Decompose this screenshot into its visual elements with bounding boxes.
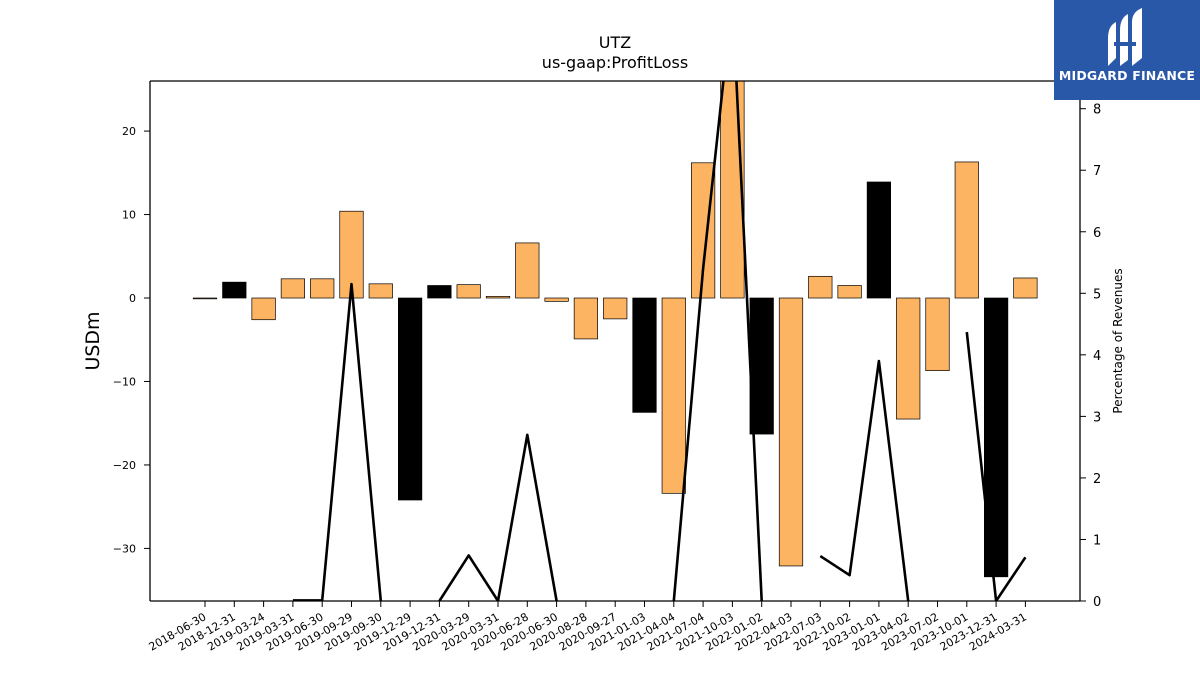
y2-tick-label: 1: [1093, 533, 1101, 548]
bar-2020-03-29: [456, 284, 481, 299]
y-axis-label: USDm: [82, 311, 104, 370]
y-tick-label: −30: [113, 542, 136, 555]
percentage-line-segment: [292, 282, 383, 601]
bar-2019-03-24: [251, 297, 276, 321]
bar-2023-04-02: [896, 297, 921, 420]
y2-tick-label: 0: [1093, 595, 1101, 610]
y2-tick-label: 7: [1093, 164, 1101, 179]
bar-2023-07-02: [925, 297, 950, 371]
bar-2019-03-31: [280, 278, 305, 299]
bar-2018-06-30: [192, 297, 218, 300]
bar-2020-06-30: [544, 297, 569, 302]
bar-2020-09-27: [603, 297, 628, 320]
percentage-line-segment: [819, 359, 910, 601]
percentage-line-segment: [965, 331, 1027, 601]
bar-2020-06-28: [515, 242, 540, 299]
y2-tick-label: 2: [1093, 472, 1101, 487]
bar-2021-07-04: [690, 162, 716, 299]
midgard-finance-logo: MIDGARD FINANCE: [1054, 0, 1200, 100]
logo-text: MIDGARD FINANCE: [1058, 68, 1196, 83]
chart-title: UTZ: [599, 33, 631, 52]
y-tick-label: −10: [113, 375, 136, 388]
bar-2022-07-03: [808, 275, 833, 299]
bar-2024-03-31: [1013, 277, 1038, 299]
bar-2023-12-31: [983, 297, 1009, 578]
y2-tick-label: 8: [1093, 103, 1101, 118]
bar-2021-01-03: [632, 297, 657, 413]
y-tick-label: 10: [122, 209, 136, 222]
y2-tick-label: 5: [1093, 287, 1101, 302]
midgard-logo-icon: [1108, 8, 1142, 66]
bar-2020-03-31: [485, 295, 511, 299]
bar-2020-08-28: [573, 297, 599, 340]
y-tick-label: 0: [129, 292, 136, 305]
y-tick-label: 20: [122, 125, 136, 138]
bar-2022-10-02: [837, 285, 862, 299]
bar-2022-04-03: [778, 297, 804, 567]
bar-2019-06-30: [310, 278, 335, 299]
chart-subtitle: us-gaap:ProfitLoss: [542, 53, 688, 72]
percentage-line-segment: [438, 433, 558, 601]
bar-2019-12-29: [398, 297, 423, 501]
y2-tick-label: 3: [1093, 410, 1101, 425]
y2-tick-label: 4: [1093, 349, 1101, 364]
y2-axis-label: Percentage of Revenues: [1111, 268, 1125, 413]
bar-2021-04-04: [661, 297, 686, 494]
bar-2023-10-01: [954, 161, 979, 299]
y-tick-label: −20: [113, 459, 136, 472]
bar-2023-01-01: [866, 181, 892, 299]
percentage-line-segment: [672, 81, 763, 601]
bar-2019-12-31: [427, 285, 452, 299]
bar-2018-12-31: [222, 281, 247, 299]
bar-2019-09-30: [368, 283, 393, 299]
y2-tick-label: 6: [1093, 226, 1101, 241]
